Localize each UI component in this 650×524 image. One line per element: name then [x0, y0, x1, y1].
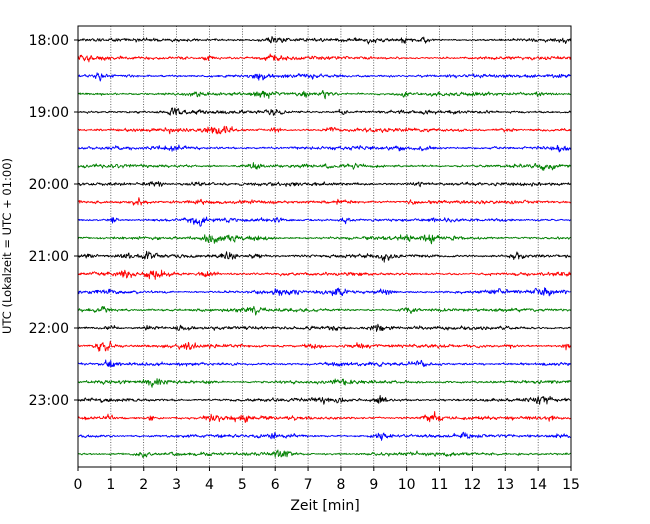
x-tick-label: 14	[529, 477, 547, 493]
y-tick-label: 19:00	[29, 105, 69, 121]
x-tick-label: 13	[496, 477, 514, 493]
y-axis-ticks: 18:00 19:00 20:00 21:00 22:00 23:00	[29, 33, 78, 409]
x-tick-label: 7	[304, 477, 313, 493]
x-tick-label: 3	[172, 477, 181, 493]
y-tick-label: 18:00	[29, 33, 69, 49]
trace-1900	[77, 107, 572, 116]
trace-1930	[77, 144, 572, 153]
x-tick-label: 10	[398, 477, 416, 493]
x-tick-label: 6	[271, 477, 280, 493]
trace-2000	[77, 181, 572, 188]
trace-2245	[77, 378, 572, 388]
trace-2230	[77, 359, 572, 368]
x-tick-label: 9	[369, 477, 378, 493]
x-tick-label: 15	[562, 477, 580, 493]
x-tick-label: 2	[139, 477, 148, 493]
y-tick-label: 23:00	[29, 393, 69, 409]
grid-lines	[110, 26, 539, 467]
trace-1800	[77, 36, 572, 45]
trace-2115	[77, 269, 572, 280]
trace-2145	[77, 305, 572, 316]
y-axis-label: UTC (Lokalzeit = UTC + 01:00)	[0, 158, 14, 334]
trace-2200	[77, 323, 572, 332]
trace-2330	[77, 431, 572, 441]
trace-2130	[77, 287, 572, 297]
x-axis-ticks: 0 1 2 3 4 5 6 7 8 9 10 11 12 13 14 15	[74, 467, 580, 493]
x-tick-label: 8	[336, 477, 345, 493]
y-tick-label: 21:00	[29, 249, 69, 265]
x-axis-label: Zeit [min]	[290, 498, 359, 514]
plot-frame	[77, 25, 572, 468]
trace-2215	[77, 340, 572, 352]
trace-2045	[77, 234, 572, 245]
trace-1945	[77, 162, 572, 171]
trace-1845	[77, 89, 572, 100]
trace-2015	[77, 197, 572, 206]
x-tick-label: 4	[205, 477, 214, 493]
x-tick-label: 11	[431, 477, 449, 493]
trace-2315	[77, 411, 572, 423]
trace-1815	[77, 53, 572, 63]
x-tick-label: 0	[74, 477, 83, 493]
trace-2030	[77, 216, 572, 227]
y-tick-label: 22:00	[29, 321, 69, 337]
y-tick-label: 20:00	[29, 177, 69, 193]
trace-1830	[77, 72, 572, 82]
x-tick-label: 1	[106, 477, 115, 493]
trace-2100	[77, 250, 572, 263]
x-tick-label: 5	[238, 477, 247, 493]
seismogram-traces	[77, 36, 572, 458]
trace-2300	[77, 395, 572, 405]
trace-2345	[77, 449, 572, 458]
trace-1915	[77, 125, 572, 135]
x-tick-label: 12	[463, 477, 481, 493]
